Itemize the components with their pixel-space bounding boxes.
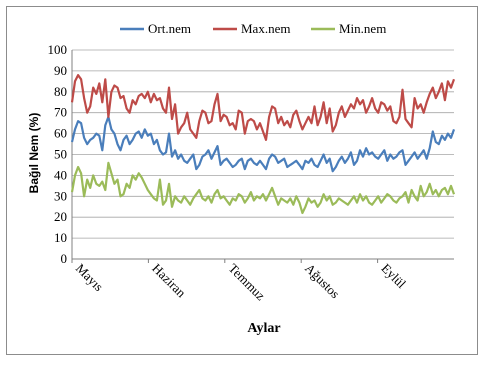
series-line-max-nem (70, 73, 456, 141)
y-tick-label: 20 (54, 209, 67, 224)
legend-label: Max.nem (241, 21, 290, 36)
series-line-min-nem (70, 161, 456, 215)
y-tick-label: 40 (54, 167, 67, 182)
y-tick-label: 70 (54, 105, 67, 120)
y-tick-label: 10 (54, 230, 67, 245)
chart-frame (6, 6, 478, 355)
x-tick-label: Temmuz (226, 261, 269, 304)
y-tick-label: 0 (61, 251, 68, 266)
series-line-ort-nem (70, 115, 456, 173)
legend-label: Ort.nem (148, 21, 191, 36)
y-tick-label: 80 (54, 84, 67, 99)
y-tick-label: 90 (54, 63, 67, 78)
gridlines (72, 49, 454, 239)
legend: Ort.nem Max.nem Min.nem (120, 21, 386, 36)
axes (71, 50, 454, 263)
x-axis-title: Aylar (247, 321, 280, 336)
x-tick-label: Haziran (149, 261, 189, 301)
legend-label: Min.nem (339, 21, 386, 36)
series-lines (70, 73, 456, 215)
y-tick-labels: 0 10 20 30 40 50 60 70 80 90 100 (48, 42, 68, 266)
y-axis-title: Bağıl Nem (%) (27, 113, 41, 194)
x-tick-labels: Mayıs Haziran Temmuz Ağustos Eylül (73, 261, 409, 304)
x-tick-label: Eylül (378, 261, 409, 292)
x-tick-label: Ağustos (302, 261, 343, 302)
y-tick-label: 100 (48, 42, 68, 57)
y-tick-label: 60 (54, 126, 67, 141)
y-tick-label: 50 (54, 147, 67, 162)
y-tick-label: 30 (54, 188, 67, 203)
x-tick-label: Mayıs (73, 261, 107, 295)
